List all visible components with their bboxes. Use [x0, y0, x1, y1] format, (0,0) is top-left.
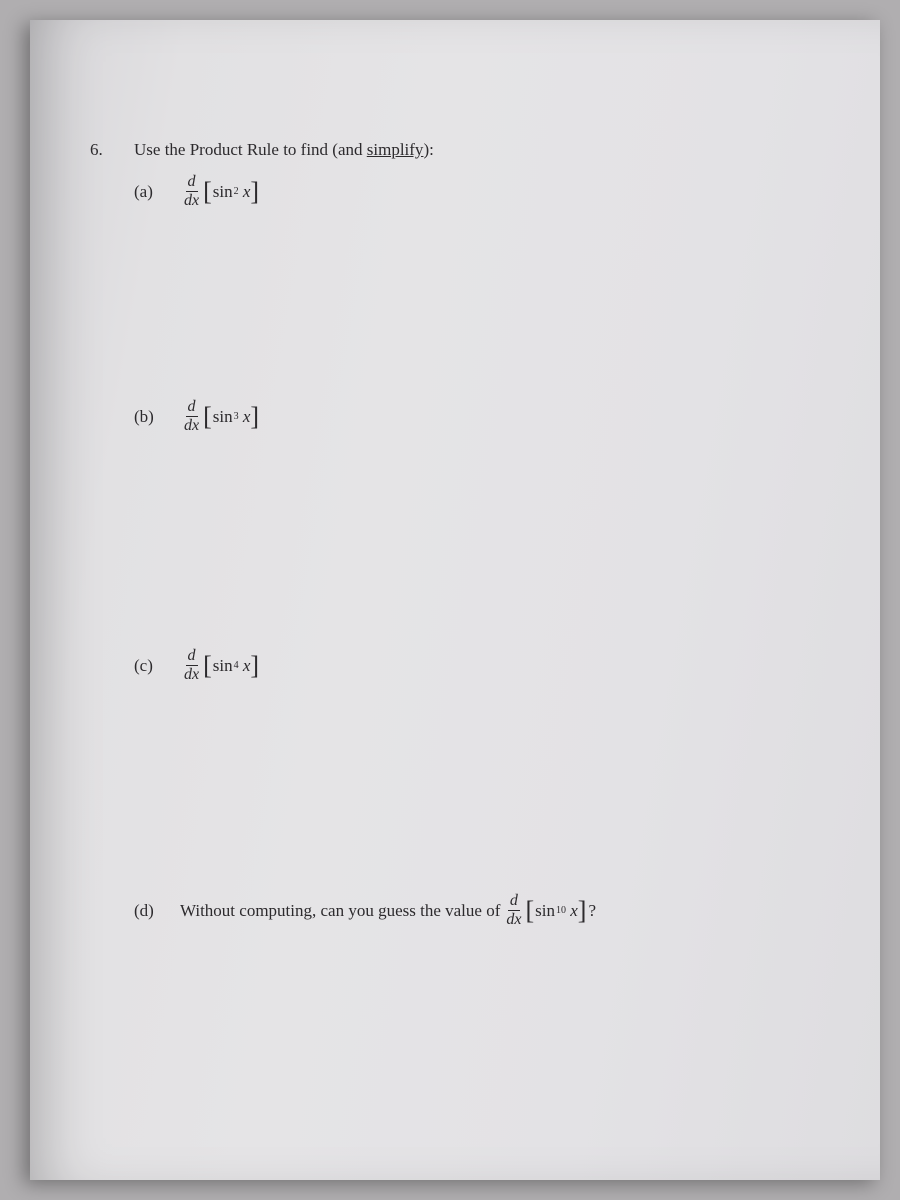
- part-b-var: x: [243, 407, 251, 427]
- part-a-func: sin: [212, 182, 234, 202]
- part-a-expression: d dx [ sin2 x ]: [180, 174, 259, 209]
- part-d-func: sin: [534, 901, 556, 921]
- bracket-left: [: [525, 898, 534, 924]
- page: 6. Use the Product Rule to find (and sim…: [30, 20, 880, 1180]
- part-c-var: x: [243, 656, 251, 676]
- workspace-b: [90, 434, 830, 634]
- frac-den: dx: [504, 911, 523, 928]
- frac-num: d: [186, 399, 198, 417]
- bracket-left: [: [203, 179, 212, 205]
- part-d-expression: d dx [ sin10 x ]: [502, 893, 586, 928]
- question-prompt: Use the Product Rule to find (and simpli…: [134, 140, 830, 160]
- part-c-func: sin: [212, 656, 234, 676]
- part-a-var: x: [243, 182, 251, 202]
- frac-den: dx: [182, 666, 201, 683]
- question-header: 6. Use the Product Rule to find (and sim…: [90, 140, 830, 160]
- workspace-c: [90, 683, 830, 879]
- part-b-expression: d dx [ sin3 x ]: [180, 399, 259, 434]
- part-d-text-after: ?: [588, 901, 596, 921]
- bracket-right: ]: [250, 404, 259, 430]
- part-c-expression: d dx [ sin4 x ]: [180, 648, 259, 683]
- part-d-label: (d): [90, 901, 180, 921]
- prompt-suffix: ):: [423, 140, 433, 159]
- frac-den: dx: [182, 417, 201, 434]
- part-a: (a) d dx [ sin2 x ]: [90, 174, 830, 209]
- part-b-func: sin: [212, 407, 234, 427]
- prompt-prefix: Use the Product Rule to find (and: [134, 140, 367, 159]
- part-d-var: x: [570, 901, 578, 921]
- question-number: 6.: [90, 140, 134, 160]
- frac-num: d: [186, 174, 198, 192]
- bracket-left: [: [203, 653, 212, 679]
- bracket-right: ]: [250, 179, 259, 205]
- question-block: 6. Use the Product Rule to find (and sim…: [90, 140, 830, 928]
- part-c: (c) d dx [ sin4 x ]: [90, 648, 830, 683]
- workspace-a: [90, 209, 830, 385]
- ddx-fraction: d dx: [504, 893, 523, 928]
- part-d-content: Without computing, can you guess the val…: [180, 893, 596, 928]
- ddx-fraction: d dx: [182, 399, 201, 434]
- bracket-right: ]: [250, 653, 259, 679]
- bracket-left: [: [203, 404, 212, 430]
- part-c-label: (c): [90, 656, 180, 676]
- frac-num: d: [186, 648, 198, 666]
- bracket-right: ]: [578, 898, 587, 924]
- part-a-label: (a): [90, 182, 180, 202]
- frac-den: dx: [182, 192, 201, 209]
- ddx-fraction: d dx: [182, 648, 201, 683]
- part-d: (d) Without computing, can you guess the…: [90, 893, 830, 928]
- frac-num: d: [508, 893, 520, 911]
- ddx-fraction: d dx: [182, 174, 201, 209]
- part-b: (b) d dx [ sin3 x ]: [90, 399, 830, 434]
- part-b-label: (b): [90, 407, 180, 427]
- part-d-text-before: Without computing, can you guess the val…: [180, 901, 500, 921]
- prompt-underlined: simplify: [367, 140, 424, 159]
